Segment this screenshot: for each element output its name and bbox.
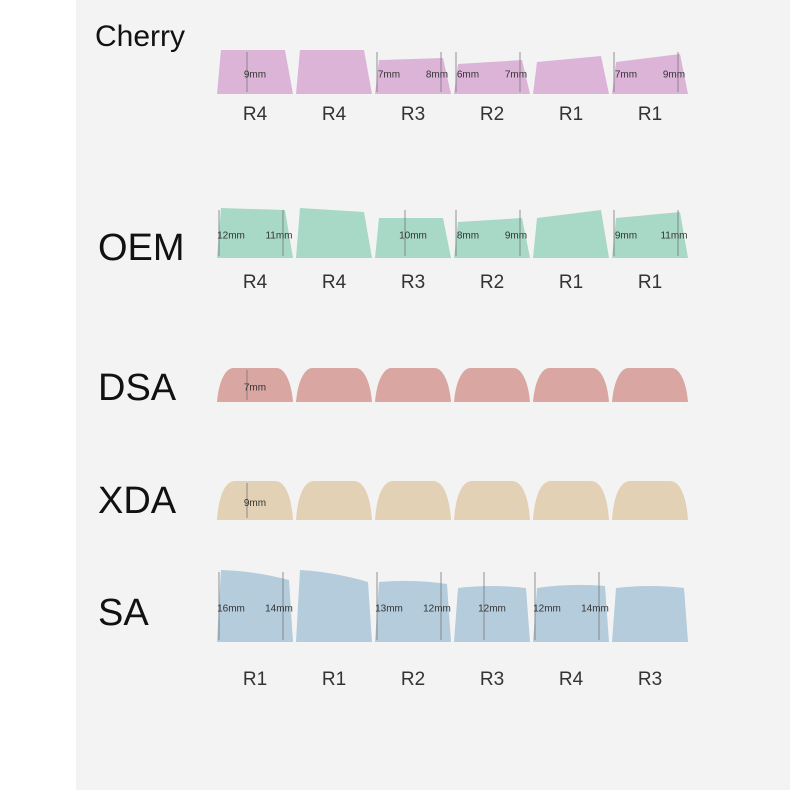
keycap (375, 368, 451, 402)
row-label: R4 (243, 104, 268, 125)
profile-name: XDA (98, 480, 177, 522)
row-label: R4 (322, 272, 347, 293)
profile-name: Cherry (95, 20, 185, 53)
measure-label: 9mm (615, 231, 637, 242)
keycap (612, 586, 688, 642)
keycap (533, 56, 609, 94)
keycap (612, 481, 688, 520)
measure-label: 11mm (265, 231, 292, 242)
keycap (217, 50, 293, 94)
row-label: R1 (243, 669, 267, 690)
keycap (612, 368, 688, 402)
keycap (454, 586, 530, 642)
row-label: R1 (322, 669, 346, 690)
measure-label: 9mm (505, 231, 527, 242)
measure-label: 10mm (399, 231, 427, 242)
row-label: R4 (322, 104, 347, 125)
row-label: R4 (559, 669, 584, 690)
row-label: R3 (401, 104, 425, 125)
measure-label: 8mm (426, 70, 448, 81)
keycap (217, 481, 293, 520)
row-label: R2 (480, 104, 504, 125)
keycap (612, 212, 688, 258)
row-label: R1 (638, 272, 662, 293)
measure-label: 16mm (217, 604, 245, 615)
keycap (454, 481, 530, 520)
row-label: R1 (559, 104, 583, 125)
keycap (533, 210, 609, 258)
row-label: R1 (559, 272, 583, 293)
row-label: R2 (480, 272, 504, 293)
keycap (533, 584, 609, 642)
measure-label: 7mm (615, 70, 637, 81)
keycap (375, 218, 451, 258)
measure-label: 7mm (378, 70, 400, 81)
measure-label: 7mm (244, 383, 266, 394)
keycap (454, 368, 530, 402)
measure-label: 7mm (505, 70, 527, 81)
row-label: R3 (638, 669, 662, 690)
row-label: R1 (638, 104, 662, 125)
keycap (454, 60, 530, 94)
measure-label: 9mm (244, 70, 266, 81)
keycap (533, 368, 609, 402)
measure-label: 9mm (663, 70, 685, 81)
row-label: R2 (401, 669, 425, 690)
keycap (454, 218, 530, 258)
keycap (296, 368, 372, 402)
measure-label: 14mm (581, 604, 609, 615)
profile-name: DSA (98, 367, 177, 409)
measure-label: 8mm (457, 231, 479, 242)
row-label: R3 (401, 272, 425, 293)
measure-label: 9mm (244, 498, 266, 509)
measure-label: 11mm (660, 231, 687, 242)
keycap (217, 208, 293, 258)
keycap (612, 54, 688, 94)
measure-label: 6mm (457, 70, 479, 81)
keycap (375, 58, 451, 94)
row-label: R4 (243, 272, 268, 293)
keycap (375, 580, 451, 642)
measure-label: 12mm (478, 604, 506, 615)
keycap (296, 50, 372, 94)
keycap (533, 481, 609, 520)
measure-label: 12mm (423, 604, 451, 615)
keycap (296, 208, 372, 258)
keycap (296, 570, 372, 642)
profile-name: SA (98, 592, 149, 634)
measure-label: 12mm (533, 604, 561, 615)
row-label: R3 (480, 669, 504, 690)
profile-name: OEM (98, 227, 185, 269)
measure-label: 13mm (375, 604, 403, 615)
measure-label: 14mm (265, 604, 293, 615)
keycap (217, 368, 293, 402)
measure-label: 12mm (217, 231, 245, 242)
keycap (375, 481, 451, 520)
keycap (296, 481, 372, 520)
keycap (217, 570, 293, 642)
